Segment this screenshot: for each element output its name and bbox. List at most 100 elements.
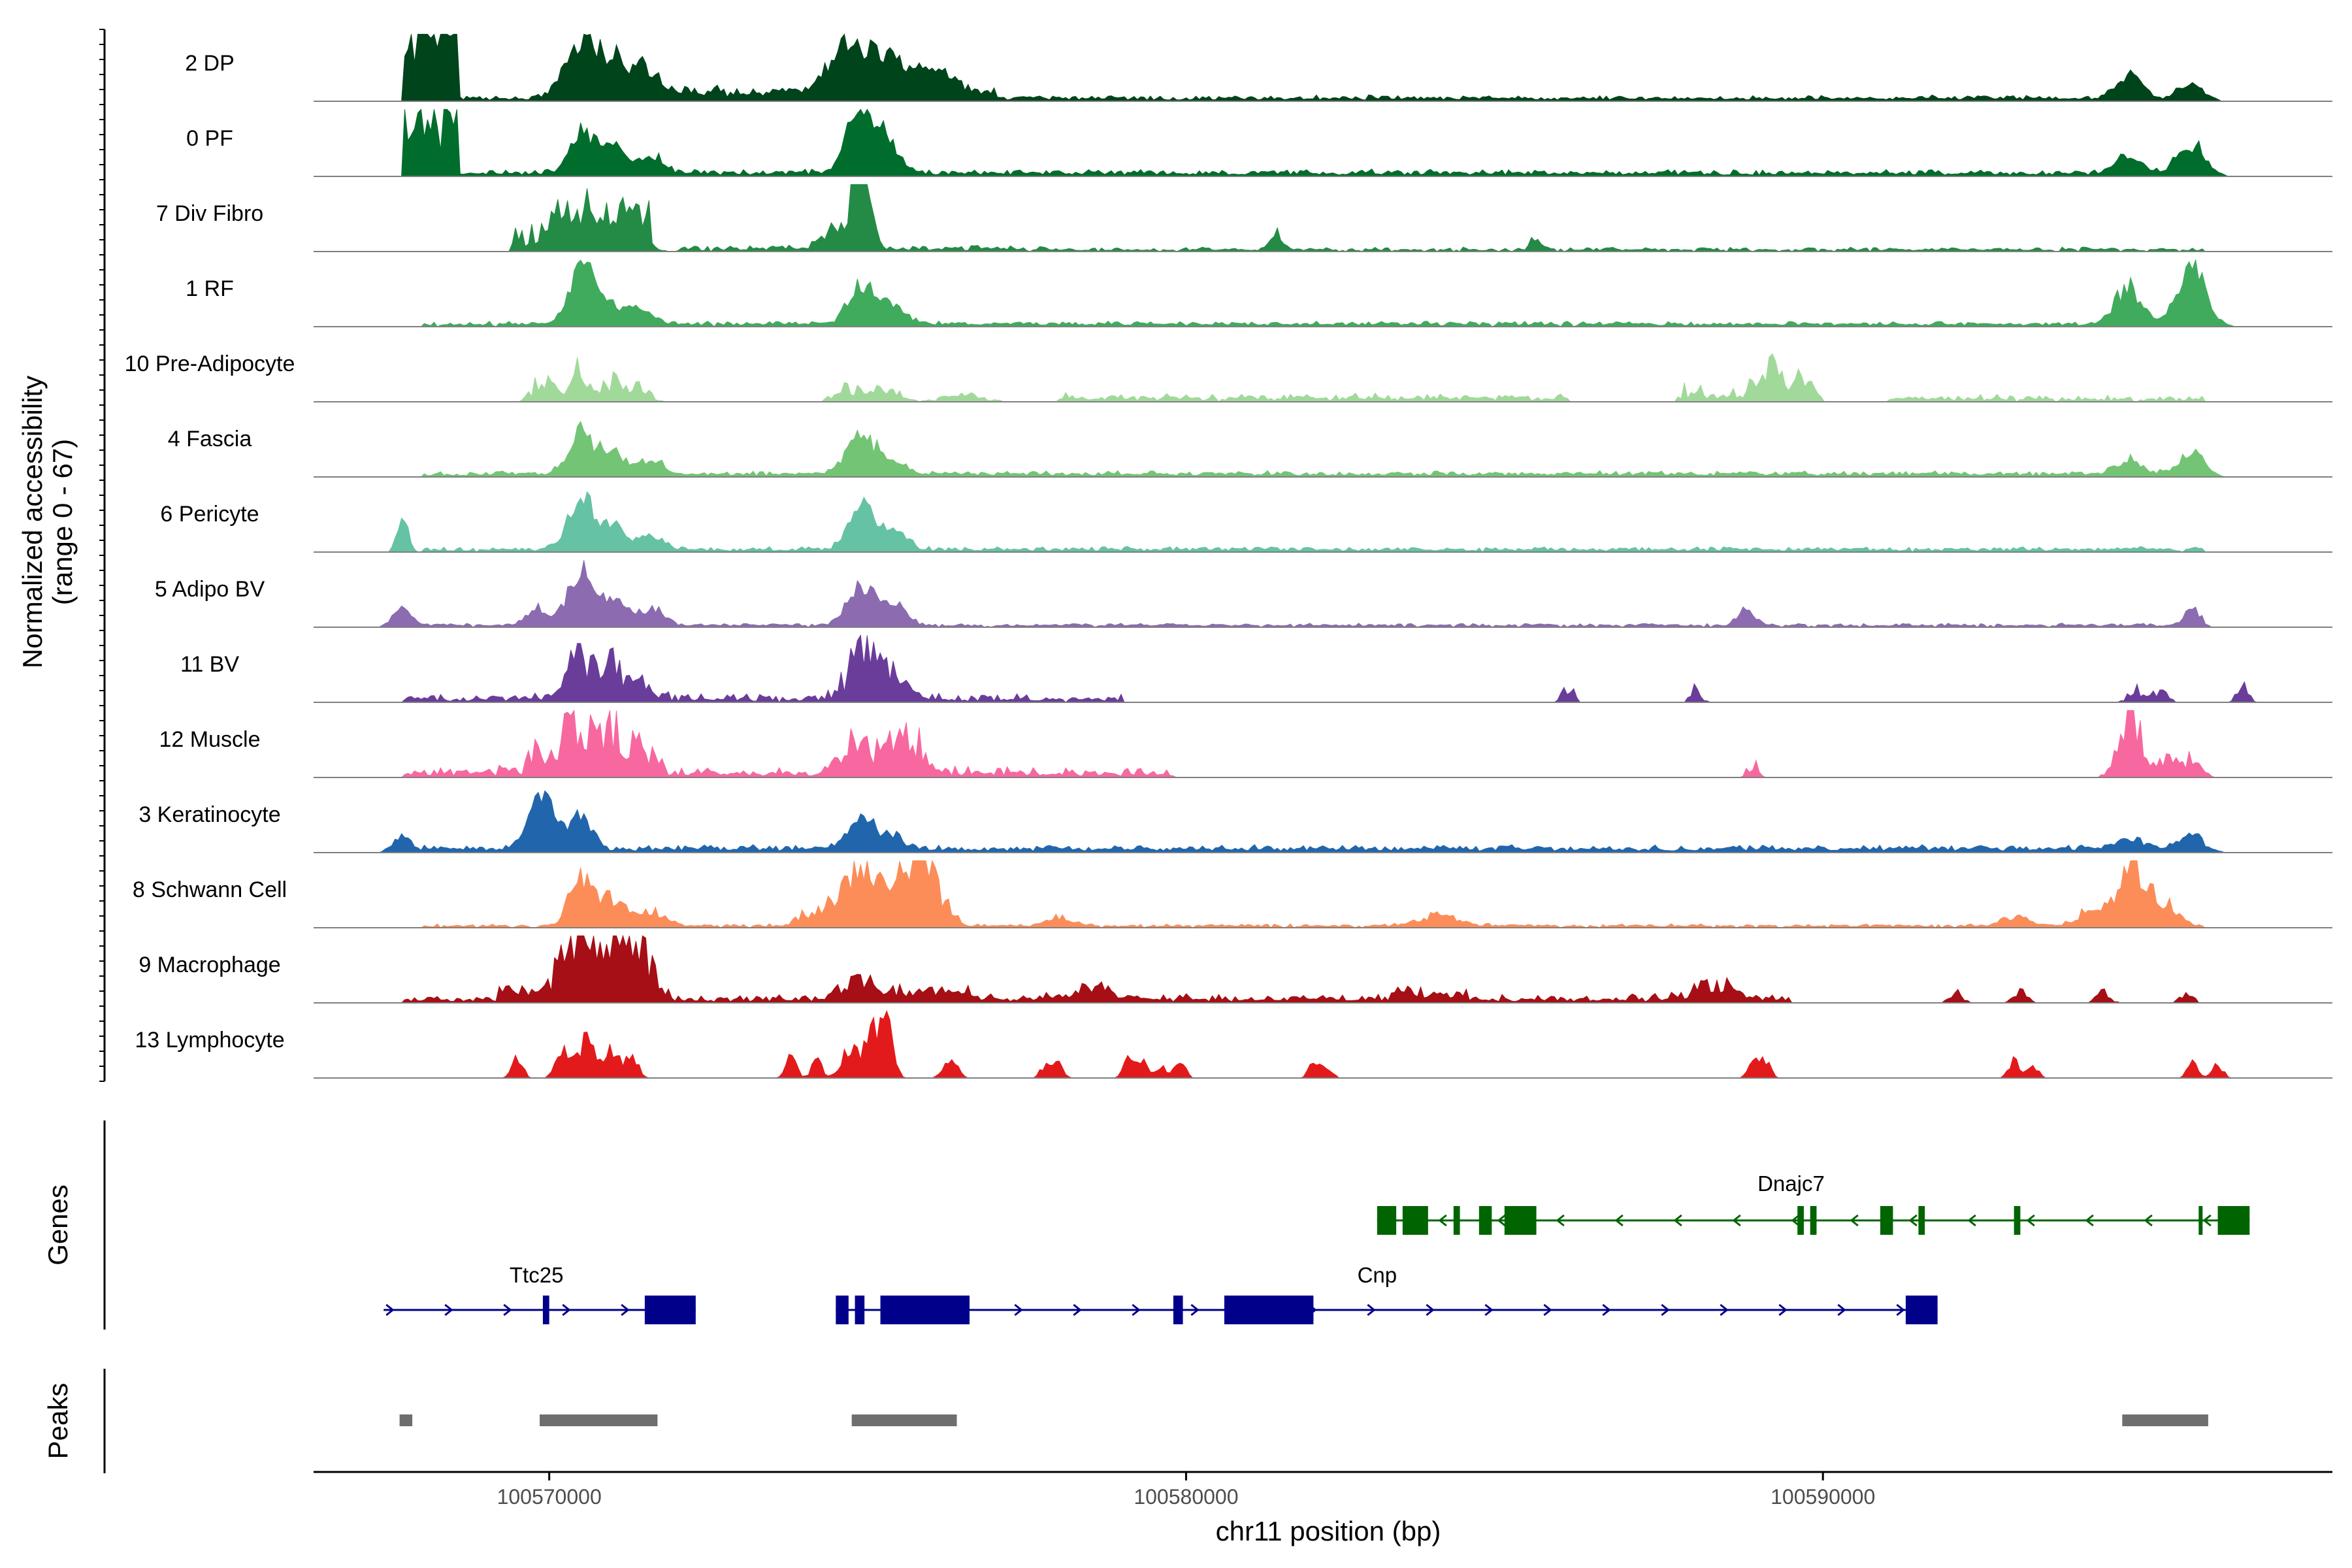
strand-chevron (1484, 1303, 1494, 1316)
track-label: 8 Schwann Cell (133, 877, 287, 902)
gene-ttc25: Ttc25 (384, 1263, 696, 1324)
exon (855, 1296, 865, 1324)
strand-chevron (1190, 1303, 1200, 1316)
exon (1173, 1296, 1183, 1324)
gene-label: Ttc25 (510, 1263, 564, 1287)
track-12-muscle: 12 Muscle (159, 709, 2332, 778)
x-tick-label: 100580000 (1134, 1485, 1238, 1509)
strand-chevron (1720, 1303, 1729, 1316)
track-2-dp: 2 DP (185, 33, 2332, 102)
exon (1504, 1206, 1537, 1235)
peak-region (2122, 1414, 2208, 1426)
strand-chevron (621, 1303, 630, 1316)
strand-chevron (1778, 1303, 1788, 1316)
genes-panel: Genes Dnajc7 Ttc25 Cnp (42, 1120, 2250, 1330)
coverage-area (314, 353, 2332, 402)
track-label: 13 Lymphocyte (135, 1028, 284, 1053)
x-tick-label: 100590000 (1771, 1485, 1875, 1509)
y-axis-title-line-1: Normalized accessibility (17, 376, 48, 668)
exon (644, 1296, 696, 1324)
exon (2014, 1206, 2021, 1235)
strand-chevron (1073, 1303, 1082, 1316)
strand-chevron (1132, 1303, 1141, 1316)
exon (1453, 1206, 1460, 1235)
strand-chevron (1896, 1303, 1905, 1316)
exon (1797, 1206, 1804, 1235)
strand-chevron (1908, 1214, 1918, 1227)
strand-chevron (1497, 1214, 1506, 1227)
gene-dnajc7: Dnajc7 (1377, 1171, 2250, 1235)
peak-region (851, 1414, 957, 1426)
strand-chevron (444, 1303, 453, 1316)
coverage-area (314, 560, 2332, 628)
peak-region (399, 1414, 413, 1426)
coverage-area (314, 33, 2332, 102)
x-axis-title: chr11 position (bp) (1216, 1516, 1441, 1546)
track-10-pre-adipocyte: 10 Pre-Adipocyte (125, 351, 2332, 402)
gene-label: Cnp (1358, 1263, 1397, 1287)
track-label: 0 PF (186, 126, 233, 151)
strand-chevron (1014, 1303, 1023, 1316)
track-4-fascia: 4 Fascia (168, 420, 2332, 478)
track-label: 6 Pericyte (160, 502, 259, 527)
coverage-area (314, 420, 2332, 478)
exon (1377, 1206, 1397, 1235)
track-1-rf: 1 RF (186, 259, 2332, 327)
track-3-keratinocyte: 3 Keratinocyte (139, 790, 2332, 853)
gene-label: Dnajc7 (1757, 1171, 1825, 1196)
track-8-schwann-cell: 8 Schwann Cell (133, 859, 2332, 928)
exon (1478, 1206, 1492, 1235)
genes-panel-title: Genes (42, 1184, 73, 1266)
coverage-area (314, 934, 2332, 1004)
track-label: 1 RF (186, 276, 234, 301)
track-label: 4 Fascia (168, 427, 252, 451)
track-6-pericyte: 6 Pericyte (160, 491, 2332, 553)
track-label: 10 Pre-Adipocyte (125, 351, 295, 376)
x-tick-label: 100570000 (497, 1485, 602, 1509)
strand-chevron (1438, 1214, 1447, 1227)
strand-chevron (1543, 1303, 1552, 1316)
gene-cnp: Cnp (836, 1263, 1938, 1324)
track-13-lymphocyte: 13 Lymphocyte (135, 1009, 2332, 1079)
exon (1402, 1206, 1428, 1235)
track-11-bv: 11 BV (180, 634, 2332, 703)
exon (1905, 1296, 1938, 1324)
peak-region (540, 1414, 658, 1426)
track-label: 12 Muscle (159, 727, 261, 752)
track-label: 7 Div Fibro (156, 201, 263, 226)
strand-chevron (1602, 1303, 1611, 1316)
strand-chevron (1556, 1214, 1565, 1227)
strand-chevron (1850, 1214, 1859, 1227)
exon (2198, 1206, 2203, 1235)
track-label: 11 BV (180, 652, 239, 677)
track-label: 9 Macrophage (139, 953, 280, 977)
coverage-axis (99, 29, 106, 1082)
y-axis-title: Normalized accessibility (range 0 - 67) (17, 376, 78, 668)
strand-chevron (1614, 1214, 1624, 1227)
coverage-area (314, 491, 2332, 553)
coverage-area (314, 108, 2332, 177)
coverage-area (314, 259, 2332, 327)
coverage-area (314, 709, 2332, 778)
track-9-macrophage: 9 Macrophage (139, 934, 2332, 1004)
exon (1810, 1206, 1817, 1235)
strand-chevron (2026, 1214, 2035, 1227)
strand-chevron (1367, 1303, 1376, 1316)
track-7-div-fibro: 7 Div Fibro (156, 184, 2332, 252)
track-label: 3 Keratinocyte (139, 802, 280, 827)
strand-chevron (2202, 1214, 2212, 1227)
y-axis-title-line-2: (range 0 - 67) (47, 439, 78, 605)
strand-chevron (1837, 1303, 1846, 1316)
strand-chevron (1732, 1214, 1741, 1227)
strand-chevron (503, 1303, 512, 1316)
x-axis: 100570000 100580000 100590000 (314, 1471, 2332, 1509)
track-0-pf: 0 PF (186, 108, 2332, 177)
strand-chevron (2085, 1214, 2094, 1227)
strand-chevron (2144, 1214, 2153, 1227)
strand-chevron (1967, 1214, 1976, 1227)
coverage-area (314, 859, 2332, 928)
exon (836, 1296, 849, 1324)
exon (1224, 1296, 1314, 1324)
exon (542, 1296, 549, 1324)
